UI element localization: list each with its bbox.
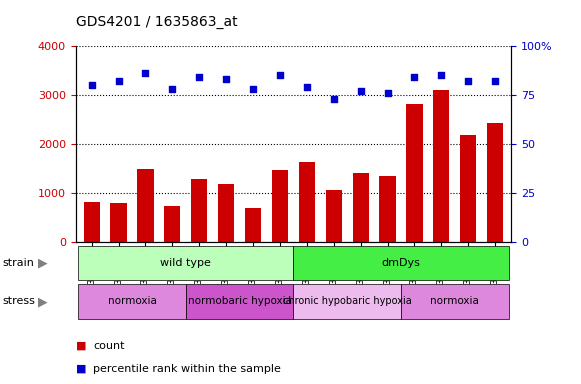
Text: wild type: wild type	[160, 258, 211, 268]
Text: ▶: ▶	[38, 295, 48, 308]
Point	[437, 73, 446, 79]
Point	[87, 82, 96, 88]
Text: GDS4201 / 1635863_at: GDS4201 / 1635863_at	[76, 15, 237, 29]
Bar	[186, 284, 293, 319]
Bar	[406, 104, 422, 242]
Text: normoxia: normoxia	[431, 296, 479, 306]
Bar	[191, 179, 207, 242]
Bar	[460, 135, 476, 242]
Bar	[78, 246, 293, 280]
Text: stress: stress	[3, 296, 36, 306]
Bar	[353, 173, 369, 242]
Point	[329, 96, 338, 102]
Bar	[379, 176, 396, 242]
Bar	[293, 284, 401, 319]
Point	[356, 88, 365, 94]
Point	[275, 73, 285, 79]
Point	[383, 90, 392, 96]
Point	[249, 86, 258, 92]
Text: ■: ■	[76, 341, 86, 351]
Point	[221, 76, 231, 83]
Bar	[433, 90, 450, 242]
Bar	[487, 123, 503, 242]
Bar	[245, 208, 261, 242]
Bar	[293, 246, 508, 280]
Point	[141, 70, 150, 76]
Point	[490, 78, 500, 84]
Text: ■: ■	[76, 364, 86, 374]
Bar	[84, 202, 100, 242]
Bar	[110, 203, 127, 242]
Bar	[78, 284, 186, 319]
Text: percentile rank within the sample: percentile rank within the sample	[93, 364, 281, 374]
Point	[464, 78, 473, 84]
Bar	[299, 162, 315, 242]
Text: count: count	[93, 341, 124, 351]
Text: chronic hypobaric hypoxia: chronic hypobaric hypoxia	[283, 296, 411, 306]
Text: normobaric hypoxia: normobaric hypoxia	[188, 296, 292, 306]
Bar	[164, 206, 181, 242]
Bar	[272, 170, 288, 242]
Point	[410, 74, 419, 81]
Text: strain: strain	[3, 258, 35, 268]
Point	[168, 86, 177, 92]
Point	[302, 84, 311, 90]
Text: normoxia: normoxia	[107, 296, 156, 306]
Text: dmDys: dmDys	[382, 258, 421, 268]
Bar	[137, 169, 153, 242]
Point	[195, 74, 204, 81]
Bar	[218, 184, 234, 242]
Text: ▶: ▶	[38, 257, 48, 270]
Bar	[401, 284, 508, 319]
Point	[114, 78, 123, 84]
Bar	[326, 190, 342, 242]
